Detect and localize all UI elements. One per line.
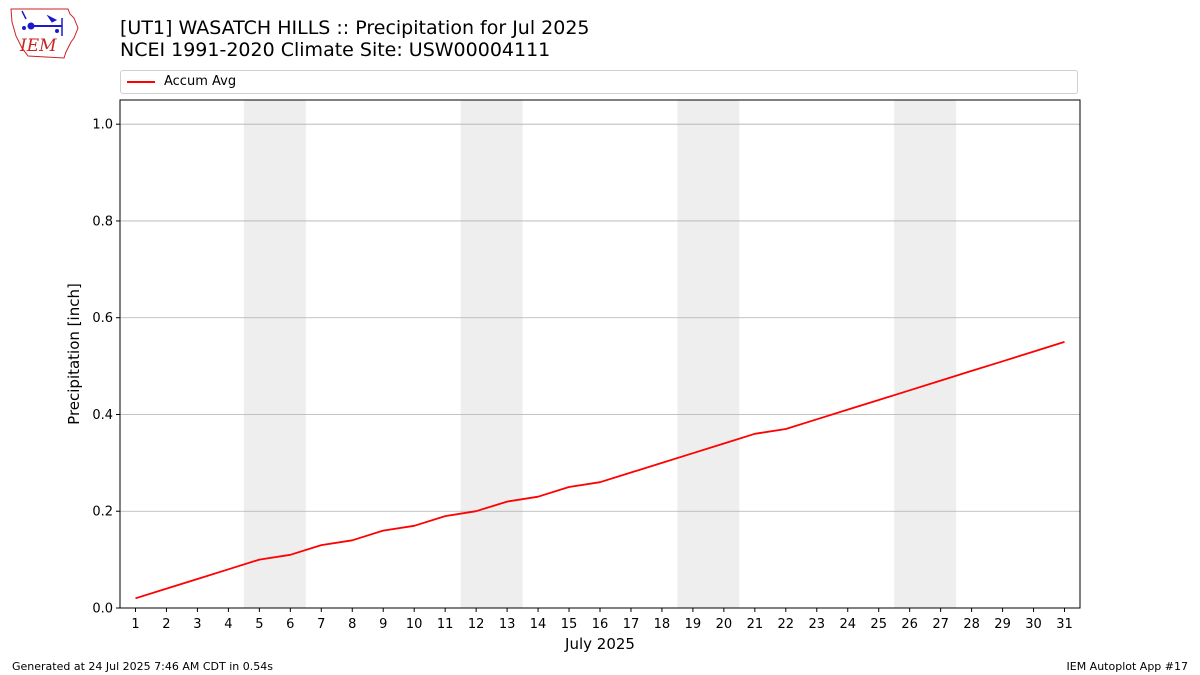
- x-tick-label-25: 26: [901, 617, 918, 632]
- y-axis-label: Precipitation [inch]: [65, 283, 83, 425]
- x-tick-label-2: 3: [193, 617, 201, 632]
- x-tick-label-27: 28: [963, 617, 980, 632]
- y-tick-label-1: 0.2: [92, 505, 113, 520]
- x-tick-label-9: 10: [406, 617, 423, 632]
- x-tick-label-21: 22: [778, 617, 795, 632]
- x-tick-label-23: 24: [839, 617, 856, 632]
- x-tick-label-0: 1: [131, 617, 139, 632]
- x-tick-label-19: 20: [716, 617, 733, 632]
- weekend-band-3: [894, 100, 957, 608]
- x-tick-label-15: 16: [592, 617, 609, 632]
- iem-logo: IEM: [10, 8, 79, 59]
- x-tick-label-8: 9: [379, 617, 387, 632]
- x-tick-label-12: 13: [499, 617, 516, 632]
- chart-subtitle: NCEI 1991-2020 Climate Site: USW00004111: [120, 39, 551, 61]
- weekend-band-2: [677, 100, 740, 608]
- weather-station-icon: [21, 10, 63, 36]
- weekend-bands: [243, 100, 957, 608]
- y-tick-label-3: 0.6: [92, 311, 113, 326]
- chart-title: [UT1] WASATCH HILLS :: Precipitation for…: [120, 17, 590, 39]
- x-axis-ticks: 1 2 3 4 5 6 7 8 9 10 11 12 13 14 15 16 17 18 19 20 21 22 23 24 2…: [131, 608, 1073, 632]
- x-tick-label-18: 19: [685, 617, 702, 632]
- y-tick-label-2: 0.4: [92, 408, 113, 423]
- x-tick-label-5: 6: [286, 617, 294, 632]
- y-tick-label-5: 1.0: [92, 118, 113, 133]
- x-tick-label-13: 14: [530, 617, 547, 632]
- x-tick-label-28: 29: [994, 617, 1011, 632]
- x-tick-label-10: 11: [437, 617, 454, 632]
- footer-generated-info: Generated at 24 Jul 2025 7:46 AM CDT in …: [12, 660, 273, 673]
- x-tick-label-7: 8: [348, 617, 356, 632]
- legend-label-accum-avg: Accum Avg: [164, 74, 237, 89]
- x-tick-label-6: 7: [317, 617, 325, 632]
- legend: Accum Avg: [120, 70, 1078, 94]
- x-tick-label-11: 12: [468, 617, 485, 632]
- x-tick-label-29: 30: [1025, 617, 1042, 632]
- y-tick-label-4: 0.8: [92, 214, 113, 229]
- series-group: [135, 341, 1065, 600]
- x-tick-label-4: 5: [255, 617, 263, 632]
- y-axis-ticks: 0.0 0.2 0.4 0.6 0.8 1.0: [92, 118, 120, 617]
- x-tick-label-22: 23: [809, 617, 826, 632]
- x-tick-label-1: 2: [162, 617, 170, 632]
- x-tick-label-16: 17: [623, 617, 640, 632]
- weekend-band-0: [243, 100, 306, 608]
- x-tick-label-30: 31: [1056, 617, 1073, 632]
- x-tick-label-20: 21: [747, 617, 764, 632]
- x-tick-label-26: 27: [932, 617, 949, 632]
- x-axis-label: July 2025: [564, 635, 635, 653]
- legend-swatch-accum-avg: [127, 81, 155, 83]
- x-tick-label-3: 4: [224, 617, 232, 632]
- footer-app-info: IEM Autoplot App #17: [1066, 660, 1189, 673]
- iowa-state-outline-icon: [10, 8, 79, 59]
- x-tick-label-24: 25: [870, 617, 887, 632]
- x-tick-label-14: 15: [561, 617, 578, 632]
- x-tick-label-17: 18: [654, 617, 671, 632]
- weekend-band-1: [460, 100, 523, 608]
- y-tick-label-0: 0.0: [92, 602, 113, 617]
- logo-text: IEM: [19, 36, 57, 56]
